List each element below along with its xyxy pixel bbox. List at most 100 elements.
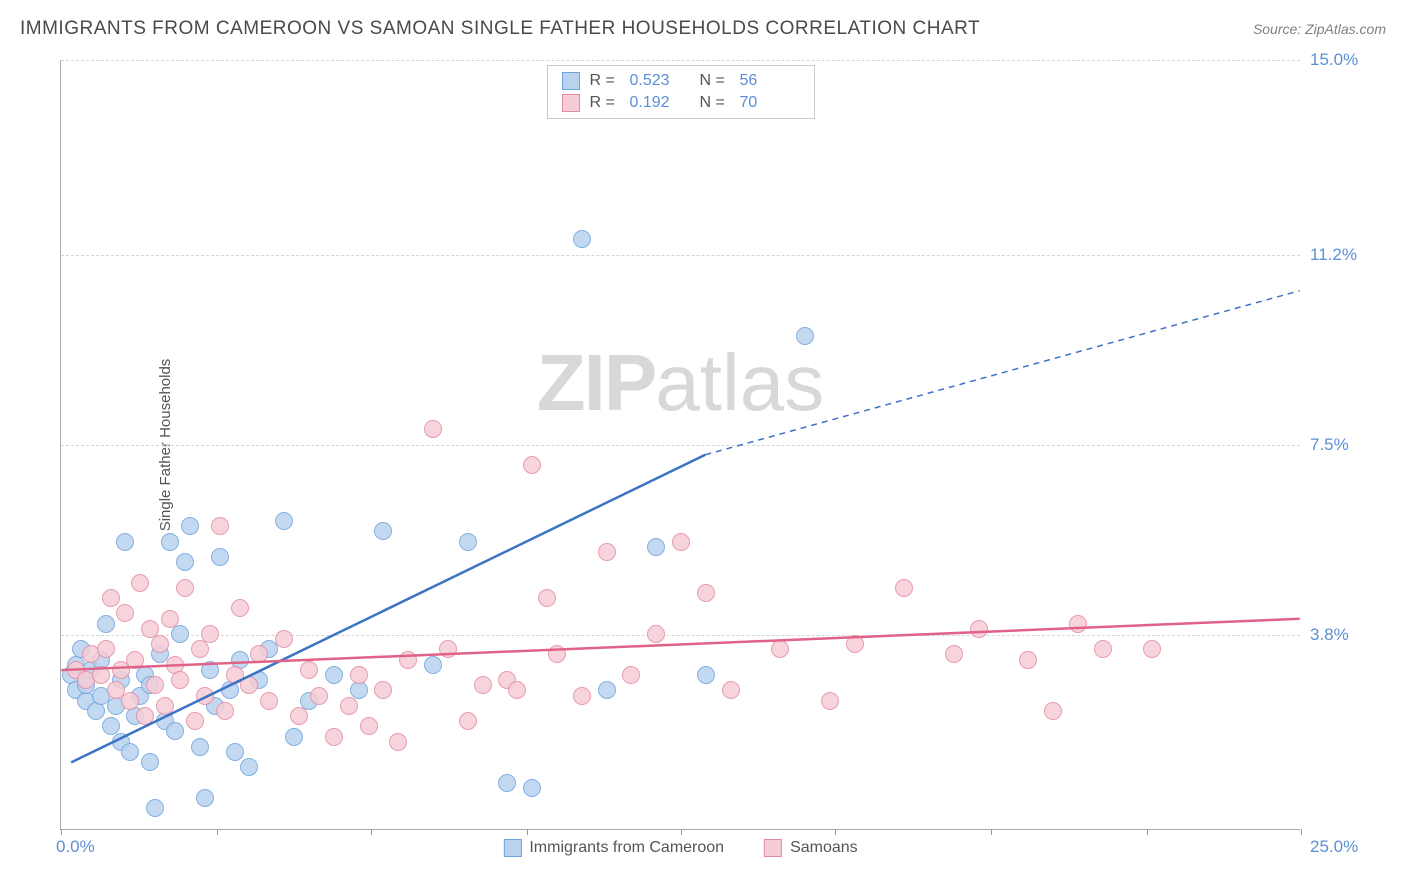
scatter-point	[399, 651, 417, 669]
scatter-point	[136, 707, 154, 725]
r-label: R =	[590, 72, 620, 90]
scatter-point	[211, 548, 229, 566]
scatter-point	[1044, 702, 1062, 720]
scatter-point	[459, 533, 477, 551]
scatter-point	[285, 728, 303, 746]
scatter-point	[201, 625, 219, 643]
series-legend: Immigrants from Cameroon Samoans	[503, 839, 857, 857]
scatter-point	[201, 661, 219, 679]
scatter-point	[156, 697, 174, 715]
scatter-point	[697, 666, 715, 684]
x-tick-mark	[835, 829, 836, 835]
legend-swatch	[562, 94, 580, 112]
scatter-point	[260, 692, 278, 710]
scatter-point	[216, 702, 234, 720]
scatter-point	[474, 676, 492, 694]
scatter-point	[598, 543, 616, 561]
y-tick-label: 7.5%	[1310, 435, 1390, 455]
scatter-point	[176, 579, 194, 597]
scatter-point	[196, 687, 214, 705]
scatter-point	[598, 681, 616, 699]
watermark-zip: ZIP	[537, 338, 655, 427]
scatter-point	[523, 779, 541, 797]
scatter-point	[573, 687, 591, 705]
scatter-point	[176, 553, 194, 571]
x-tick-mark	[217, 829, 218, 835]
x-tick-mark	[1147, 829, 1148, 835]
scatter-point	[374, 522, 392, 540]
series-legend-label: Samoans	[790, 839, 858, 857]
scatter-point	[171, 671, 189, 689]
scatter-point	[171, 625, 189, 643]
scatter-point	[181, 517, 199, 535]
scatter-point	[796, 327, 814, 345]
scatter-point	[1143, 640, 1161, 658]
scatter-point	[945, 645, 963, 663]
scatter-point	[161, 610, 179, 628]
scatter-point	[697, 584, 715, 602]
plot-area: Single Father Households ZIPatlas 3.8%7.…	[60, 60, 1300, 830]
r-value: 0.523	[630, 72, 690, 90]
x-tick-mark	[527, 829, 528, 835]
scatter-point	[240, 758, 258, 776]
scatter-point	[275, 630, 293, 648]
scatter-point	[151, 635, 169, 653]
title-bar: IMMIGRANTS FROM CAMEROON VS SAMOAN SINGL…	[20, 18, 1386, 40]
scatter-point	[250, 645, 268, 663]
scatter-point	[146, 676, 164, 694]
scatter-point	[325, 666, 343, 684]
scatter-point	[523, 456, 541, 474]
scatter-point	[573, 230, 591, 248]
scatter-point	[1019, 651, 1037, 669]
legend-swatch	[562, 72, 580, 90]
correlation-legend-row: R =0.192N =70	[562, 92, 800, 114]
x-tick-min: 0.0%	[56, 837, 95, 857]
scatter-point	[622, 666, 640, 684]
scatter-point	[275, 512, 293, 530]
r-label: R =	[590, 94, 620, 112]
scatter-point	[350, 666, 368, 684]
y-tick-label: 11.2%	[1310, 245, 1390, 265]
source-label: Source: ZipAtlas.com	[1253, 21, 1386, 37]
scatter-point	[508, 681, 526, 699]
gridline	[61, 445, 1300, 446]
y-tick-label: 15.0%	[1310, 50, 1390, 70]
scatter-point	[424, 420, 442, 438]
series-legend-label: Immigrants from Cameroon	[529, 839, 724, 857]
scatter-point	[672, 533, 690, 551]
scatter-point	[389, 733, 407, 751]
scatter-point	[131, 574, 149, 592]
scatter-point	[846, 635, 864, 653]
scatter-point	[325, 728, 343, 746]
scatter-point	[424, 656, 442, 674]
scatter-point	[102, 589, 120, 607]
scatter-point	[141, 753, 159, 771]
legend-swatch	[764, 839, 782, 857]
scatter-point	[121, 743, 139, 761]
scatter-point	[196, 789, 214, 807]
scatter-point	[459, 712, 477, 730]
scatter-point	[647, 625, 665, 643]
chart-title: IMMIGRANTS FROM CAMEROON VS SAMOAN SINGL…	[20, 18, 980, 40]
scatter-point	[538, 589, 556, 607]
scatter-point	[211, 517, 229, 535]
scatter-point	[439, 640, 457, 658]
scatter-point	[970, 620, 988, 638]
scatter-point	[87, 702, 105, 720]
x-tick-mark	[1301, 829, 1302, 835]
legend-swatch	[503, 839, 521, 857]
n-label: N =	[700, 72, 730, 90]
correlation-legend: R =0.523N =56R =0.192N =70	[547, 65, 815, 119]
n-value: 70	[740, 94, 800, 112]
scatter-point	[374, 681, 392, 699]
series-legend-item: Samoans	[764, 839, 858, 857]
scatter-point	[771, 640, 789, 658]
x-tick-mark	[371, 829, 372, 835]
scatter-point	[240, 676, 258, 694]
scatter-point	[126, 651, 144, 669]
gridline	[61, 255, 1300, 256]
scatter-point	[895, 579, 913, 597]
x-tick-mark	[991, 829, 992, 835]
x-tick-max: 25.0%	[1310, 837, 1390, 857]
scatter-point	[340, 697, 358, 715]
